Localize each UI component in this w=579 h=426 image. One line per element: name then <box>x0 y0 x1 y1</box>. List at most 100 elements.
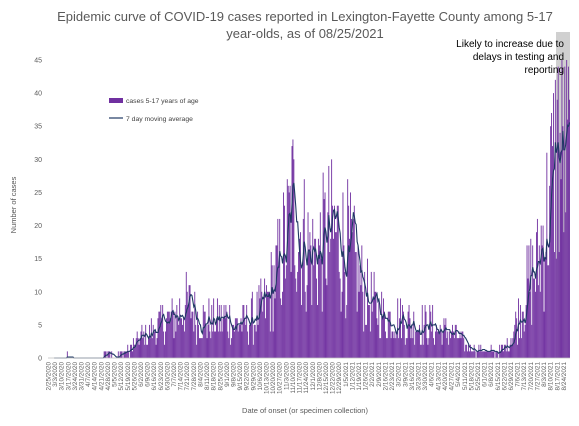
daily-case-bar <box>488 351 490 358</box>
daily-case-bar <box>196 344 198 358</box>
daily-case-bar <box>292 139 294 358</box>
daily-case-bar <box>568 66 570 359</box>
daily-case-bar <box>486 351 488 358</box>
daily-case-bar <box>525 305 527 358</box>
x-tick-label: 8/17/2021 <box>554 362 561 391</box>
daily-case-bar <box>210 338 212 358</box>
daily-case-bar <box>458 338 460 358</box>
daily-case-bar <box>161 318 163 358</box>
x-tick-label: 7/13/2021 <box>521 362 528 391</box>
daily-case-bar <box>222 318 224 358</box>
daily-case-bar <box>437 331 439 358</box>
daily-case-bar <box>309 232 311 358</box>
x-tick-label: 1/5/2021 <box>343 362 350 387</box>
daily-case-bar <box>157 318 159 358</box>
x-tick-label: 7/6/2021 <box>515 362 522 387</box>
daily-case-bar <box>415 331 417 358</box>
x-tick-label: 11/17/2020 <box>297 362 304 394</box>
daily-case-bar <box>171 298 173 358</box>
x-tick-label: 4/21/2020 <box>98 362 105 391</box>
daily-case-bar <box>293 159 295 358</box>
daily-case-bar <box>266 285 267 358</box>
daily-case-bar <box>320 258 322 358</box>
daily-case-bar <box>361 245 363 358</box>
daily-case-bar <box>175 331 177 358</box>
daily-case-bar <box>326 285 328 358</box>
daily-case-bar <box>195 324 197 358</box>
daily-case-bar <box>547 265 549 358</box>
daily-case-bar <box>285 265 287 358</box>
daily-case-bar <box>481 351 483 358</box>
x-tick-label: 6/23/2020 <box>158 362 165 391</box>
daily-case-bar <box>514 324 516 358</box>
daily-case-bar <box>290 271 292 358</box>
daily-case-bar <box>266 291 268 358</box>
daily-case-bar <box>427 344 429 358</box>
x-tick-label: 9/15/2020 <box>237 362 244 391</box>
daily-case-bar <box>268 291 270 358</box>
daily-case-bar <box>154 331 156 358</box>
daily-case-bar <box>341 291 343 358</box>
x-tick-label: 7/28/2020 <box>191 362 198 391</box>
x-tick-label: 7/20/2021 <box>528 362 535 391</box>
daily-case-bar <box>518 298 519 358</box>
daily-case-bar <box>216 318 217 358</box>
daily-case-bar <box>413 311 415 358</box>
daily-case-bar <box>201 338 203 358</box>
daily-case-bar <box>553 93 554 359</box>
daily-case-bar <box>543 311 545 358</box>
daily-case-bar <box>411 324 413 358</box>
daily-case-bar <box>405 338 407 358</box>
x-tick-label: 2/9/2021 <box>376 362 383 387</box>
daily-case-bar <box>313 265 315 358</box>
daily-case-bar <box>507 351 509 358</box>
daily-case-bar <box>202 305 204 358</box>
daily-case-bar <box>503 344 505 358</box>
legend: cases 5-17 years of age 7 day moving ave… <box>109 98 199 123</box>
daily-case-bar <box>124 351 126 358</box>
daily-case-bar <box>499 344 501 358</box>
x-tick-label: 3/31/2020 <box>79 362 86 391</box>
x-tick-label: 4/7/2020 <box>85 362 92 387</box>
daily-case-bar <box>270 252 272 358</box>
x-tick-label: 2/16/2021 <box>383 362 390 391</box>
daily-case-bar <box>267 291 269 358</box>
y-tick-label: 45 <box>34 58 42 65</box>
daily-case-bar <box>485 351 487 358</box>
daily-case-bar <box>170 311 172 358</box>
daily-case-bar <box>368 305 370 358</box>
x-tick-label: 6/8/2021 <box>488 362 495 387</box>
daily-case-bar <box>450 338 452 358</box>
daily-case-bar <box>104 351 106 358</box>
daily-case-bar <box>351 218 352 358</box>
daily-case-bar <box>536 232 537 358</box>
daily-case-bar <box>365 324 367 358</box>
daily-case-bar <box>130 344 132 358</box>
daily-case-bar <box>263 298 265 358</box>
daily-case-bar <box>149 324 150 358</box>
daily-case-bar <box>526 245 528 358</box>
daily-case-bar <box>329 252 331 358</box>
x-tick-label: 7/7/2020 <box>171 362 178 387</box>
x-tick-label: 6/22/2021 <box>501 362 508 391</box>
daily-case-bar <box>159 311 161 358</box>
daily-case-bar <box>208 298 210 358</box>
x-tick-label: 9/22/2020 <box>244 362 251 391</box>
daily-case-bar <box>137 338 139 358</box>
daily-case-bar <box>401 305 403 358</box>
daily-case-bar <box>414 344 416 358</box>
x-tick-label: 3/10/2020 <box>59 362 66 391</box>
daily-case-bar <box>307 212 309 358</box>
daily-case-bar <box>334 205 335 358</box>
daily-case-bar <box>423 324 425 358</box>
daily-case-bar <box>250 298 252 358</box>
daily-case-bar <box>246 305 248 358</box>
daily-case-bar <box>446 338 448 358</box>
daily-case-bar <box>206 338 208 358</box>
daily-case-bar <box>442 331 444 358</box>
daily-case-bar <box>143 331 145 358</box>
daily-case-bar <box>362 291 364 358</box>
daily-case-bar <box>147 344 149 358</box>
daily-case-bar <box>167 311 169 358</box>
daily-case-bar <box>297 271 299 358</box>
